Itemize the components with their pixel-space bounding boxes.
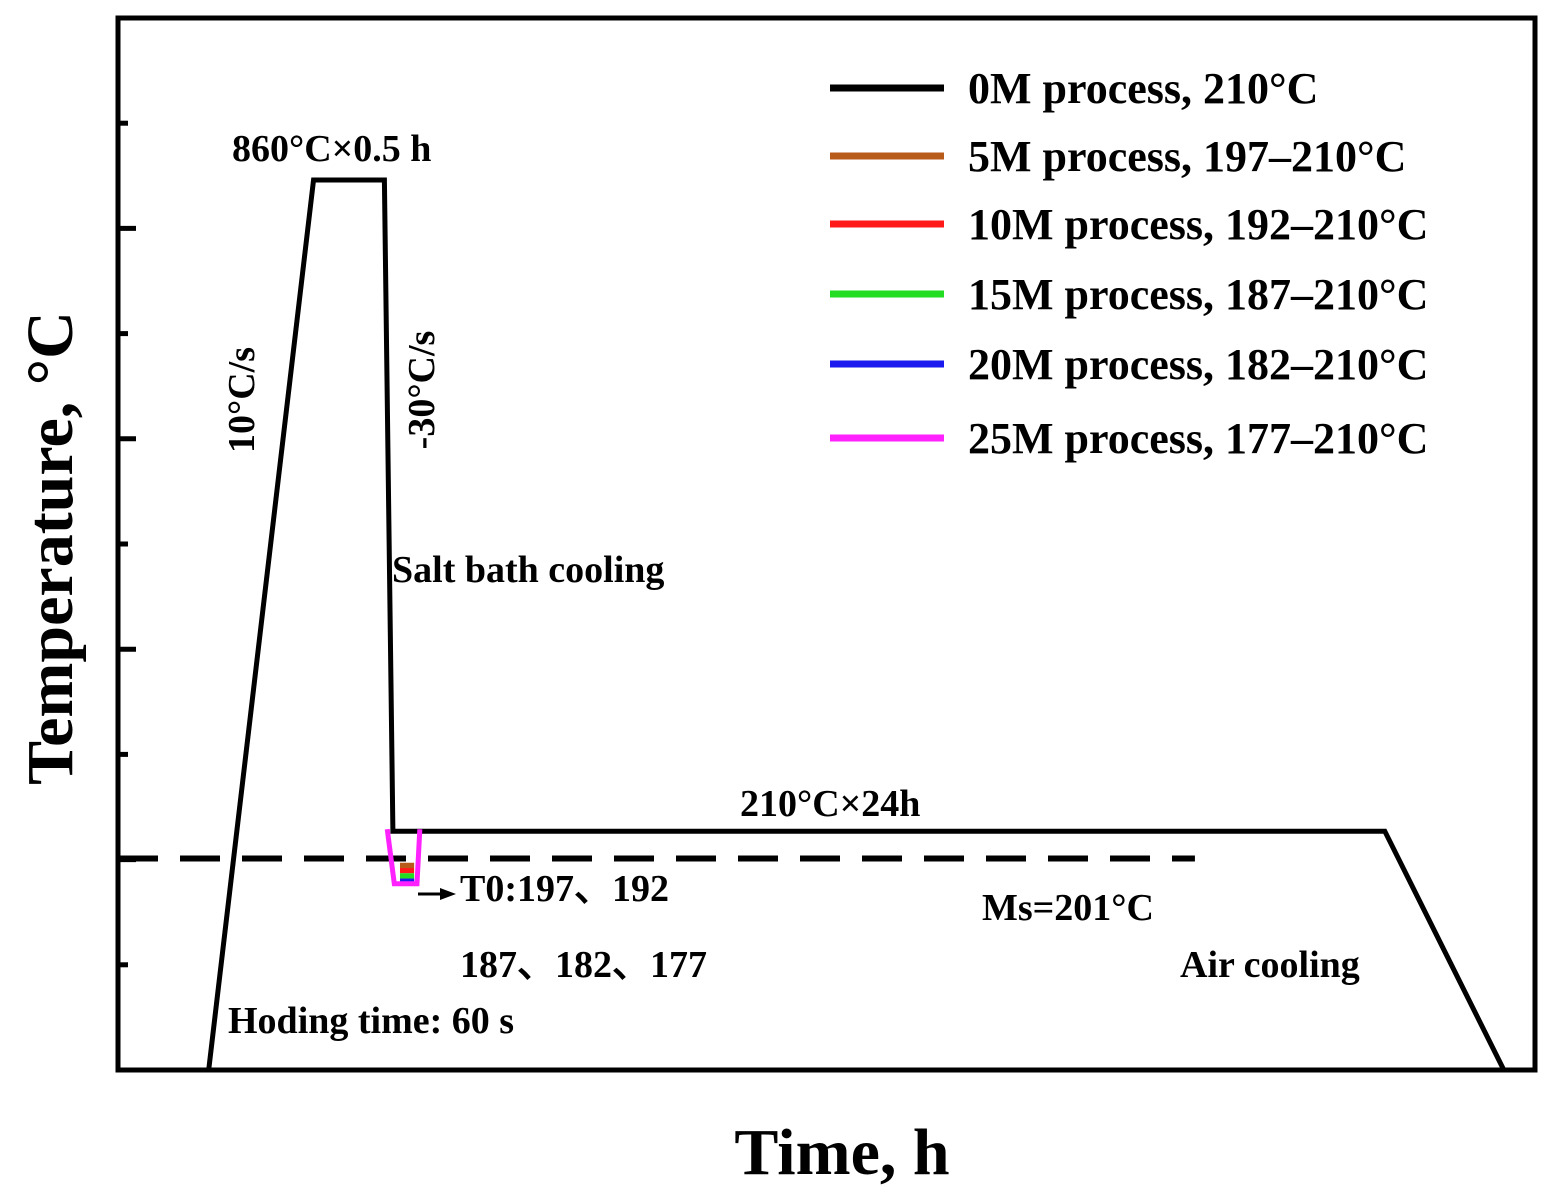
t0-well-outline xyxy=(384,828,423,887)
t0-label-line1: T0:197、192 xyxy=(460,868,669,910)
t0-well-bars xyxy=(399,862,415,884)
heat-treatment-profile-line xyxy=(206,177,1507,1072)
legend: 0M process, 210°C 5M process, 197–210°C 10… xyxy=(830,64,1428,463)
t0-well-bar-1 xyxy=(399,862,415,869)
holding-time-label: Hoding time: 60 s xyxy=(228,1000,514,1042)
y-axis-title: Temperature, °C xyxy=(14,311,87,785)
legend-label-1: 5M process, 197–210°C xyxy=(968,132,1406,181)
legend-label-5: 25M process, 177–210°C xyxy=(968,414,1428,463)
ms-label: Ms=201°C xyxy=(982,887,1154,929)
austenitize-label: 860°C×0.5 h xyxy=(232,128,431,170)
t0-arrow xyxy=(418,888,456,900)
x-axis-title: Time, h xyxy=(734,1116,949,1189)
air-cooling-label: Air cooling xyxy=(1180,944,1360,986)
t0-arrow-head xyxy=(440,888,456,900)
salt-bath-label: Salt bath cooling xyxy=(392,549,664,591)
t0-well-bar-4 xyxy=(399,878,415,884)
heating-rate-label: 10°C/s xyxy=(221,347,263,453)
t0-well-bar-3 xyxy=(399,873,415,879)
legend-label-3: 15M process, 187–210°C xyxy=(968,270,1428,319)
legend-label-4: 20M process, 182–210°C xyxy=(968,340,1428,389)
t0-label-line2: 187、182、177 xyxy=(460,944,707,986)
legend-label-2: 10M process, 192–210°C xyxy=(968,200,1428,249)
hold-label: 210°C×24h xyxy=(740,783,920,825)
cooling-rate-label: -30°C/s xyxy=(401,331,443,450)
t0-well-bar-2 xyxy=(399,868,415,874)
legend-label-0: 0M process, 210°C xyxy=(968,64,1318,113)
y-axis-ticks xyxy=(118,120,136,968)
